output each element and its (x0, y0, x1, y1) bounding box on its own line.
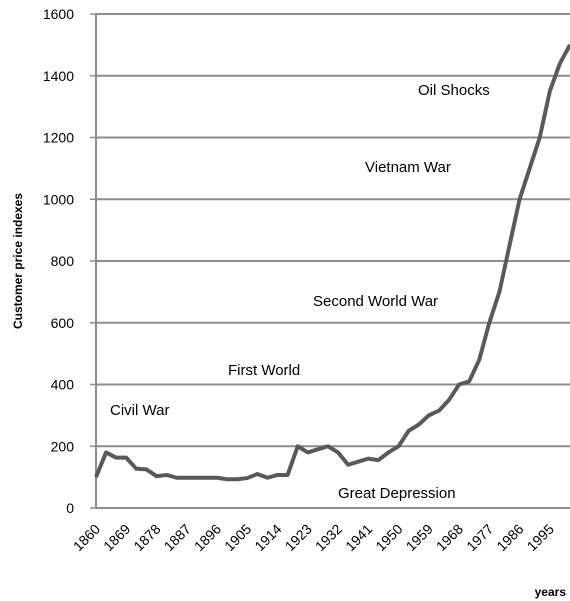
x-tick-label: 1968 (433, 521, 466, 554)
y-tick-label: 1200 (43, 130, 74, 146)
annotation: Second World War (313, 293, 438, 310)
y-tick-label: 600 (51, 315, 75, 331)
x-tick-label: 1860 (70, 521, 103, 554)
annotation: Oil Shocks (418, 82, 490, 99)
x-tick-label: 1959 (403, 521, 436, 554)
x-tick-label: 1932 (312, 521, 345, 554)
x-tick-label: 1878 (130, 521, 163, 554)
x-tick-label: 1896 (191, 521, 224, 554)
data-line (94, 43, 570, 482)
annotation: Civil War (110, 402, 169, 419)
x-tick-label: 1914 (251, 521, 284, 554)
y-tick-label: 1400 (43, 68, 74, 84)
x-tick-label: 1923 (282, 521, 315, 554)
annotation: Vietnam War (365, 159, 451, 176)
y-tick-label: 200 (51, 438, 75, 454)
y-tick-label: 1600 (43, 6, 74, 22)
x-tick-label: 1950 (372, 521, 405, 554)
y-tick-label: 1000 (43, 191, 74, 207)
x-tick-label: 1986 (493, 521, 526, 554)
x-tick-label: 1905 (221, 521, 254, 554)
x-tick-label: 1977 (463, 521, 496, 554)
y-axis-label: Customer price indexes (11, 193, 25, 329)
y-tick-label: 400 (51, 377, 75, 393)
x-tick-label: 1995 (524, 521, 557, 554)
annotation: First World (228, 362, 300, 379)
x-tick-label: 1941 (342, 521, 375, 554)
x-tick-label: 1887 (161, 521, 194, 554)
annotation: Great Depression (338, 485, 456, 502)
y-tick-label: 0 (66, 500, 74, 516)
x-tick-label: 1869 (100, 521, 133, 554)
y-tick-label: 800 (51, 253, 75, 269)
x-axis-label: years (535, 585, 567, 599)
